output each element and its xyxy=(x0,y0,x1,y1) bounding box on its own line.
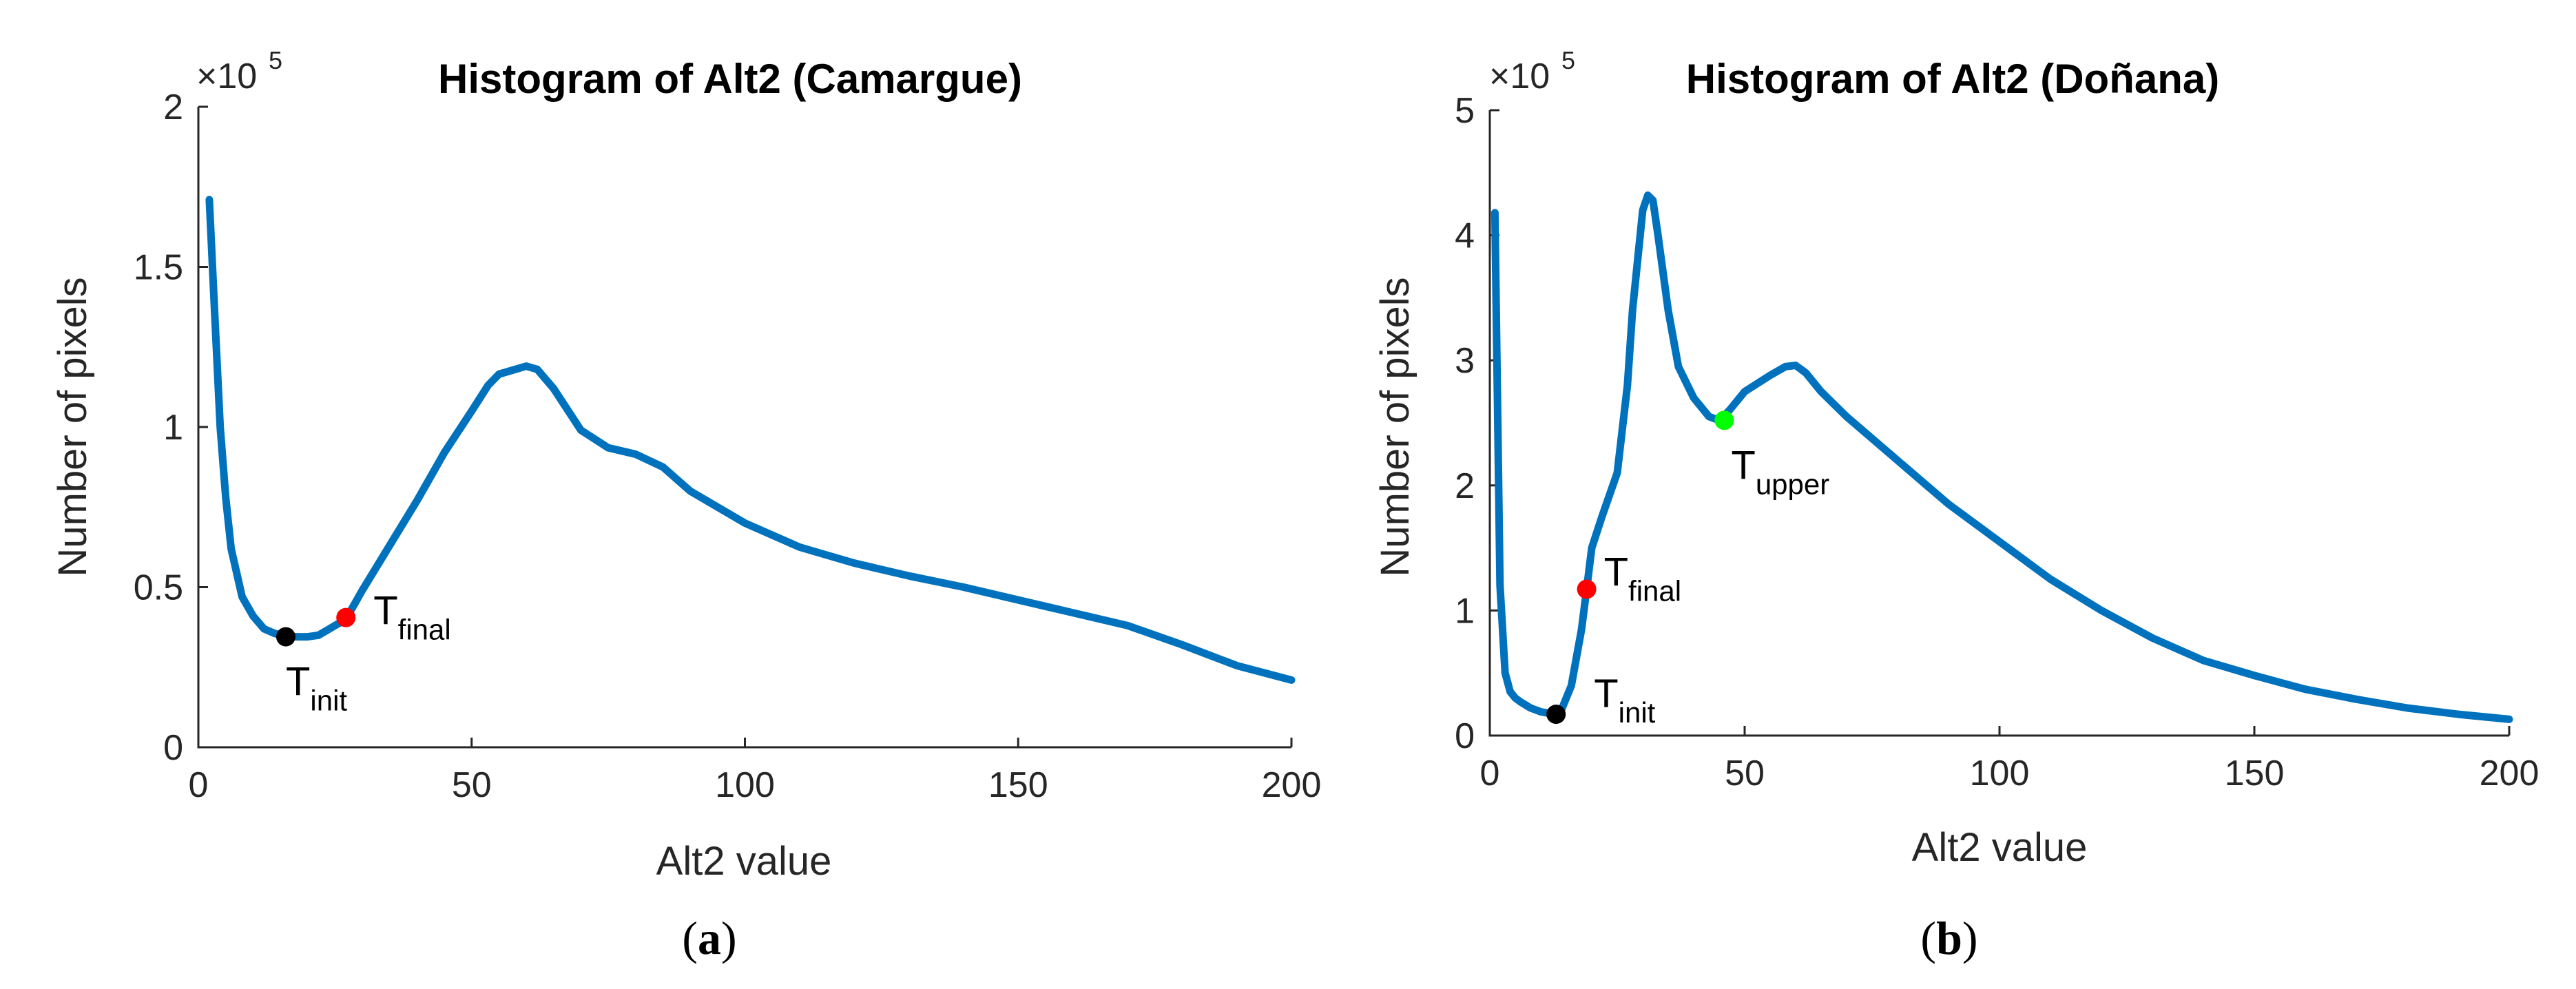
y-multiplier-b: ×10 5 xyxy=(1489,46,1575,96)
x-tick-label-a: 150 xyxy=(988,765,1048,805)
marker-init-a xyxy=(276,627,295,647)
x-tick-label-b: 200 xyxy=(2480,753,2539,793)
x-tick-label-a: 0 xyxy=(189,765,209,805)
y-multiplier-base-b: ×10 xyxy=(1489,56,1550,96)
y-tick-label-b: 4 xyxy=(1455,216,1475,256)
y-tick-label-b: 0 xyxy=(1455,716,1475,756)
label-Tfinal-a: Tfinal xyxy=(373,589,451,646)
x-tick-label-b: 150 xyxy=(2225,753,2285,793)
marker-final-b xyxy=(1577,579,1597,599)
marker-upper-b xyxy=(1714,410,1734,430)
caption-b-letter: b xyxy=(1936,912,1962,964)
label-Tinit-b: Tinit xyxy=(1594,672,1655,729)
chart-panel-b: Histogram of Alt2 (Doñana) ×10 5 0 1 2 3 4 5 … xyxy=(1373,46,2539,964)
y-multiplier-base-a: ×10 xyxy=(196,56,257,96)
y-tick-label-a: 1.5 xyxy=(134,248,183,288)
y-tick-label-a: 2 xyxy=(163,87,183,127)
caption-a-letter: a xyxy=(698,912,721,964)
x-tick-label-a: 200 xyxy=(1262,765,1322,805)
plot-area-b: 0 1 2 3 4 5 0 50 100 150 200 Tinit Tfinal Tupper xyxy=(1455,91,2539,793)
x-axis-label-b: Alt2 value xyxy=(1912,825,2088,870)
y-tick-label-b: 1 xyxy=(1455,591,1475,631)
x-ticks-b: 0 50 100 150 200 xyxy=(1480,726,2539,793)
x-tick-label-a: 100 xyxy=(715,765,775,805)
y-axis-label-b: Number of pixels xyxy=(1373,277,1417,576)
y-multiplier-a: ×10 5 xyxy=(196,46,282,96)
x-axis-label-a: Alt2 value xyxy=(656,839,832,884)
axis-lines-a xyxy=(197,107,1291,749)
chart-title-a: Histogram of Alt2 (Camargue) xyxy=(438,56,1022,102)
threshold-markers-b: Tinit Tfinal Tupper xyxy=(1546,410,1829,729)
caption-a-open: ( xyxy=(682,912,698,964)
y-tick-label-a: 0 xyxy=(163,728,183,768)
threshold-markers-a: Tinit Tfinal xyxy=(276,589,451,717)
chart-title-b: Histogram of Alt2 (Doñana) xyxy=(1686,56,2219,102)
caption-b-close: ) xyxy=(1962,912,1978,964)
y-ticks-b: 0 1 2 3 4 5 xyxy=(1455,91,1499,756)
caption-b: (b) xyxy=(1920,912,1977,964)
y-tick-label-b: 2 xyxy=(1455,466,1475,506)
caption-b-open: ( xyxy=(1920,912,1936,964)
y-tick-label-a: 0.5 xyxy=(134,568,183,608)
label-Tinit-a: Tinit xyxy=(286,660,347,717)
x-tick-label-b: 0 xyxy=(1480,753,1500,793)
y-tick-label-b: 3 xyxy=(1455,341,1475,381)
y-tick-label-a: 1 xyxy=(163,408,183,448)
x-tick-label-b: 100 xyxy=(1970,753,2030,793)
caption-a: (a) xyxy=(682,912,736,964)
y-ticks-a: 0 0.5 1 1.5 2 xyxy=(134,87,208,768)
plot-area-a: 0 0.5 1 1.5 2 0 50 100 150 200 Tinit Tfinal xyxy=(134,87,1322,805)
y-multiplier-exp-a: 5 xyxy=(269,46,282,74)
y-multiplier-exp-b: 5 xyxy=(1561,46,1575,74)
caption-a-close: ) xyxy=(721,912,737,964)
marker-init-b xyxy=(1546,705,1566,725)
series-line-b xyxy=(1490,191,2513,723)
series-line-a xyxy=(205,196,1296,684)
label-Tfinal-b: Tfinal xyxy=(1604,550,1682,607)
x-tick-label-a: 50 xyxy=(452,765,492,805)
x-tick-label-b: 50 xyxy=(1725,753,1765,793)
x-ticks-a: 0 50 100 150 200 xyxy=(189,738,1322,805)
y-tick-label-b: 5 xyxy=(1455,91,1475,131)
chart-panel-a: Histogram of Alt2 (Camargue) ×10 5 0 0.5 1… xyxy=(50,46,1321,964)
y-axis-label-a: Number of pixels xyxy=(50,277,95,576)
label-Tupper-b: Tupper xyxy=(1731,443,1829,500)
marker-final-a xyxy=(336,607,356,627)
